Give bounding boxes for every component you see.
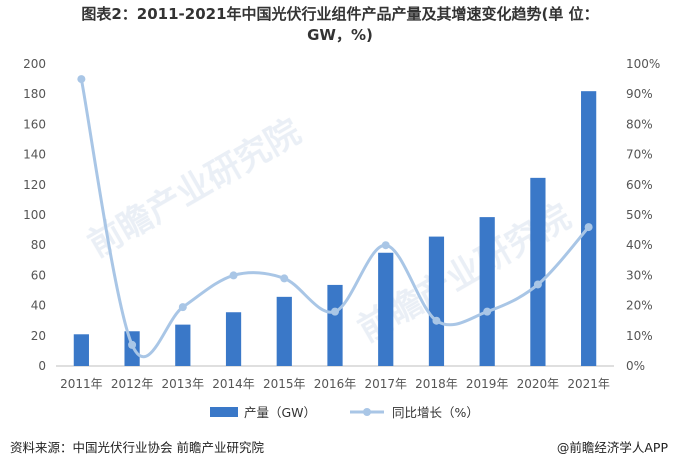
bar [175,324,191,366]
x-axis-tick-label: 2013年 [162,377,205,391]
source-note: 资料来源：中国光伏行业协会 前瞻产业研究院 [10,440,264,455]
x-axis-tick-label: 2018年 [415,377,458,391]
growth-point [381,241,390,250]
left-axis-tick-label: 20 [31,329,46,343]
growth-point [533,280,542,289]
x-axis-tick-label: 2012年 [111,377,154,391]
growth-point [128,340,137,349]
right-axis-tick-label: 40% [626,238,653,252]
growth-point [280,274,289,283]
legend-bar-label: 产量（GW） [244,405,316,420]
right-axis-tick-label: 20% [626,299,653,313]
right-axis-tick-label: 70% [626,148,653,162]
watermark-text: 前瞻产业研究院 [81,112,307,266]
growth-point [331,307,339,316]
chart-area: 前瞻产业研究院前瞻产业研究院02040608010012014016018020… [23,57,660,420]
bar [428,236,445,366]
bar [530,177,546,366]
right-axis-tick-label: 0% [626,359,645,373]
legend-line-label: 同比增长（%） [392,405,479,420]
app-credit: @前瞻经济学人APP [556,440,668,455]
left-axis-tick-label: 40 [31,299,46,313]
right-axis-tick-label: 80% [626,117,653,131]
left-axis-tick-label: 0 [38,359,46,373]
bar [225,312,242,366]
chart-title-line2: GW，%) [307,26,373,44]
bar [479,217,495,366]
legend-line-marker [363,408,371,416]
bar [378,252,394,366]
growth-point [483,307,492,316]
left-axis-tick-label: 200 [23,57,46,71]
right-axis-tick-label: 10% [626,329,653,343]
left-axis-tick-label: 160 [23,117,46,131]
right-axis-tick-label: 90% [626,87,653,101]
left-axis-tick-label: 60 [31,268,46,282]
bar [276,296,292,366]
left-axis-tick-label: 140 [23,148,46,162]
right-axis-tick-label: 60% [626,178,653,192]
left-axis-tick-label: 120 [23,178,46,192]
right-axis-tick-label: 50% [626,208,653,222]
x-axis-tick-label: 2016年 [314,377,357,391]
bar [327,284,343,366]
left-axis-tick-label: 180 [23,87,46,101]
left-axis-tick-label: 100 [23,208,46,222]
x-axis-tick-label: 2021年 [567,377,610,391]
chart-title: 图表2：2011-2021年中国光伏行业组件产品产量及其增速变化趋势(单 位： … [10,4,670,46]
x-axis-tick-label: 2017年 [364,377,407,391]
x-axis-tick-label: 2011年 [60,377,103,391]
growth-point [77,75,86,84]
legend-bar-swatch [210,407,238,417]
left-axis-tick-label: 80 [31,238,46,252]
right-axis-tick-label: 30% [626,268,653,282]
x-axis-tick-label: 2014年 [212,377,255,391]
growth-point [432,316,441,325]
x-axis-tick-label: 2019年 [466,377,509,391]
growth-point [584,223,593,232]
growth-point [229,271,238,280]
growth-point [178,303,187,312]
x-axis-tick-label: 2015年 [263,377,306,391]
right-axis-tick-label: 100% [626,57,660,71]
chart-title-line1: 图表2：2011-2021年中国光伏行业组件产品产量及其增速变化趋势(单 位： [81,5,599,23]
bar [73,334,89,366]
x-axis-tick-label: 2020年 [517,377,560,391]
